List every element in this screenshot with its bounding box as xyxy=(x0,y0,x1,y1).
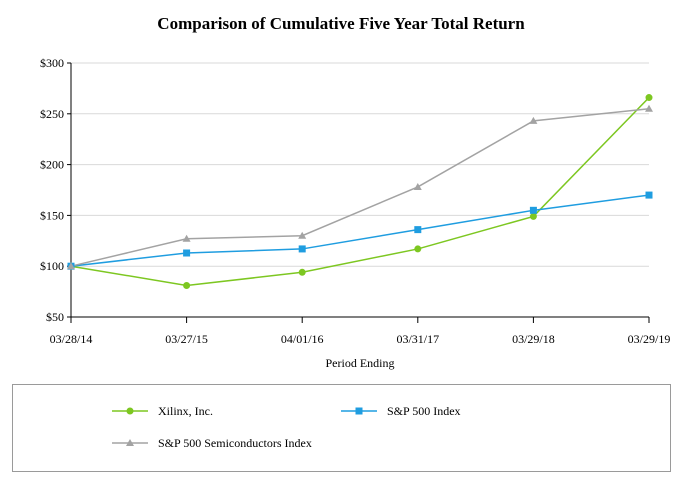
legend-marker-xilinx-inc xyxy=(126,407,134,415)
data-point-s-p-500-semiconductors-index xyxy=(182,234,191,242)
x-axis-title: Period Ending xyxy=(326,356,395,370)
data-point-s-p-500-semiconductors-index xyxy=(298,231,307,239)
legend-label-s-p-500-index: S&P 500 Index xyxy=(387,404,461,418)
legend-label-xilinx-inc: Xilinx, Inc. xyxy=(158,404,213,418)
data-point-s-p-500-index xyxy=(645,191,653,199)
series-lines xyxy=(70,97,650,287)
data-point-s-p-500-semiconductors-index xyxy=(529,116,538,124)
data-point-s-p-500-semiconductors-index xyxy=(413,182,422,190)
gridlines xyxy=(71,62,649,267)
x-tick-label: 03/29/19 xyxy=(628,332,671,346)
data-point-s-p-500-index xyxy=(529,206,537,214)
x-tick-label: 03/31/17 xyxy=(396,332,439,346)
data-point-xilinx-inc xyxy=(298,268,306,276)
y-tick-label: $250 xyxy=(40,107,64,121)
y-tick-label: $50 xyxy=(46,310,64,324)
legend-label-s-p-500-semiconductors-index: S&P 500 Semiconductors Index xyxy=(158,436,312,450)
series-line-s-p-500-index xyxy=(70,194,650,267)
data-point-s-p-500-index xyxy=(414,226,422,234)
data-point-xilinx-inc xyxy=(414,245,422,253)
y-tick-label: $300 xyxy=(40,56,64,70)
data-point-s-p-500-index xyxy=(183,249,191,257)
axis-labels: $50 $100 $150 $200 $250 $300 03/28/14 03/27/15 0… xyxy=(40,56,670,370)
data-point-s-p-500-index xyxy=(298,245,306,253)
series-markers xyxy=(67,94,653,290)
y-tick-label: $150 xyxy=(40,208,64,222)
x-tick-label: 03/27/15 xyxy=(165,332,208,346)
y-tick-label: $200 xyxy=(40,158,64,172)
series-line-xilinx-inc xyxy=(70,97,650,287)
data-point-s-p-500-semiconductors-index xyxy=(645,104,653,112)
chart-title: Comparison of Cumulative Five Year Total… xyxy=(157,14,525,33)
x-tick-label: 04/01/16 xyxy=(281,332,324,346)
data-point-xilinx-inc xyxy=(645,94,653,102)
x-tick-label: 03/28/14 xyxy=(50,332,93,346)
legend-marker-s-p-500-index xyxy=(355,407,363,415)
series-line-s-p-500-semiconductors-index xyxy=(70,107,650,267)
legend-entries: Xilinx, Inc. S&P 500 Index S&P 500 Semicon… xyxy=(112,404,461,450)
axes xyxy=(67,62,650,323)
data-point-s-p-500-semiconductors-index xyxy=(67,262,75,270)
legend xyxy=(12,384,671,472)
data-point-xilinx-inc xyxy=(529,212,537,220)
data-point-xilinx-inc xyxy=(183,282,191,290)
x-tick-label: 03/29/18 xyxy=(512,332,555,346)
legend-marker-s-p-500-semiconductors-index xyxy=(126,439,134,446)
y-tick-label: $100 xyxy=(40,259,64,273)
